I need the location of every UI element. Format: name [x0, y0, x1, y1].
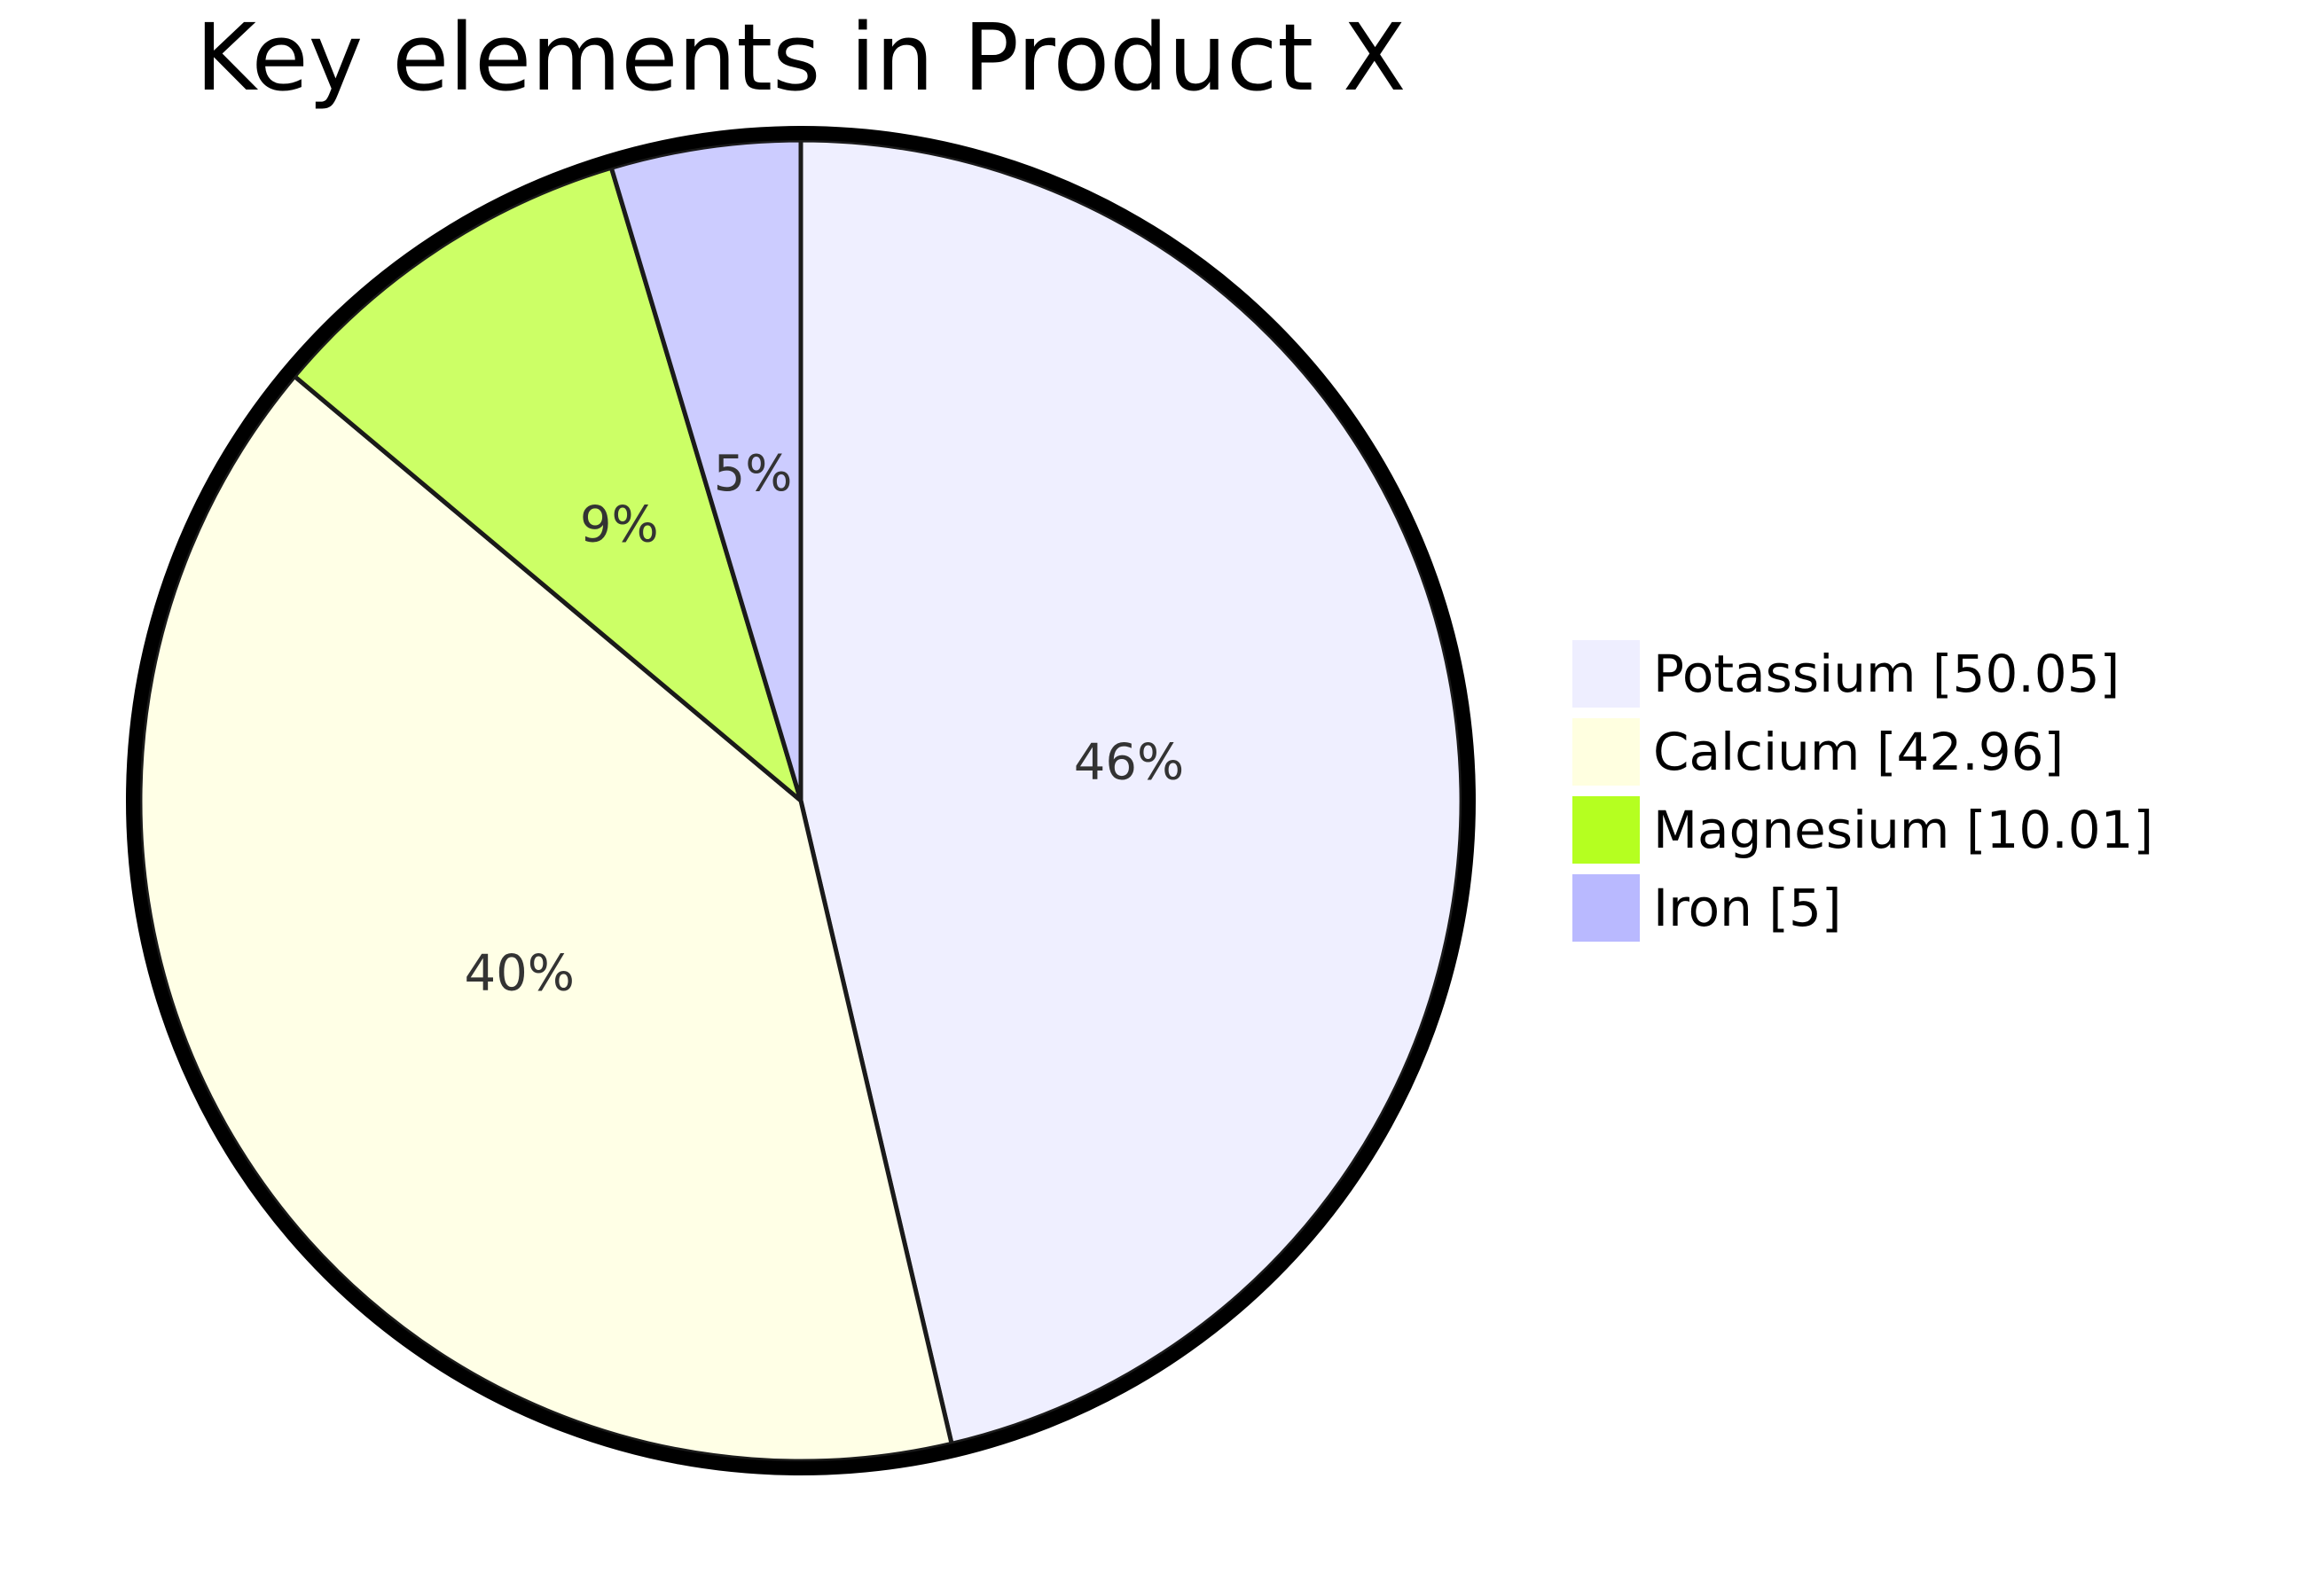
pie-slices: [126, 126, 1476, 1475]
legend-item-calcium: Calcium [42.96]: [1572, 718, 2064, 786]
legend-swatch-iron: [1572, 874, 1640, 942]
pie-slice-calcium: [137, 373, 954, 1464]
legend-swatch-magnesium: [1572, 796, 1640, 864]
pie-outline: [126, 126, 1476, 1475]
legend-label-calcium: Calcium [42.96]: [1653, 722, 2064, 782]
slice-label-magnesium: 9%: [580, 496, 659, 553]
legend-label-magnesium: Magnesium [10.01]: [1653, 800, 2153, 860]
chart-title: Key elements in Product X: [195, 4, 1407, 112]
legend-label-iron: Iron [5]: [1653, 878, 1842, 938]
legend-item-magnesium: Magnesium [10.01]: [1572, 796, 2153, 864]
pie-slice-magnesium: [292, 165, 803, 803]
slice-label-calcium: 40%: [465, 945, 575, 1003]
legend-label-potassium: Potassium [50.05]: [1653, 644, 2120, 704]
legend-item-potassium: Potassium [50.05]: [1572, 640, 2120, 708]
legend-swatch-calcium: [1572, 718, 1640, 786]
pie-labels: 46% 40% 9% 5%: [465, 445, 1185, 1003]
slice-label-iron: 5%: [714, 445, 793, 503]
legend-swatch-potassium: [1572, 640, 1640, 708]
legend-item-iron: Iron [5]: [1572, 874, 1842, 942]
pie-slice-potassium: [798, 137, 1464, 1446]
pie-slice-iron: [608, 137, 803, 803]
slice-label-potassium: 46%: [1074, 734, 1184, 792]
legend: Potassium [50.05] Calcium [42.96] Magnesiu…: [1572, 640, 2153, 942]
